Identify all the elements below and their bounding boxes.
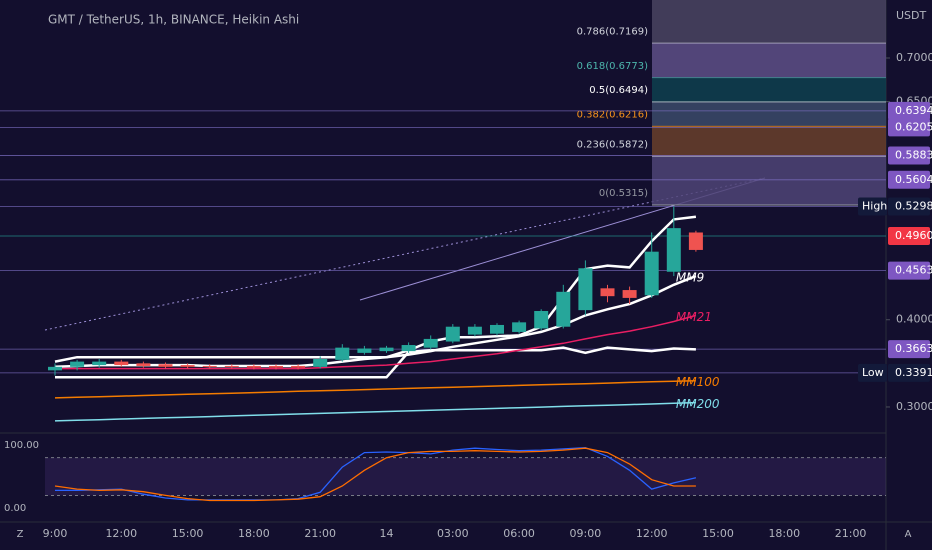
ma-line	[54, 379, 696, 399]
fib-label: 0.382(0.6216)	[577, 109, 649, 120]
candle-body	[92, 361, 107, 366]
price-marker-bg	[858, 363, 887, 382]
y-tick-label: 0.7000	[896, 51, 932, 64]
y-tick-label: 0.3000	[896, 400, 932, 413]
price-tag	[888, 197, 930, 216]
osc-band	[45, 457, 886, 496]
band-line	[55, 346, 696, 379]
price-tag	[888, 261, 930, 280]
price-marker: Low	[862, 366, 884, 379]
fib-label: 0.236(0.5872)	[577, 139, 649, 150]
zoom-button[interactable]: Z	[17, 529, 24, 540]
candle-body	[379, 347, 394, 352]
ma-line	[55, 314, 697, 370]
price-tag	[888, 363, 930, 382]
price-tag	[888, 170, 930, 189]
y-tick-label: 0.4000	[896, 313, 932, 326]
price-tag	[888, 340, 930, 359]
fib-zone	[652, 156, 886, 206]
x-tick-label: 15:00	[172, 527, 204, 540]
price-tag	[888, 101, 930, 120]
price-unit: USDT	[896, 9, 927, 22]
candle-body	[622, 290, 637, 298]
candle-body	[335, 347, 350, 360]
fib-zone	[652, 43, 886, 78]
osc-line	[54, 447, 696, 502]
candle-body	[688, 232, 703, 250]
candle-body	[357, 348, 372, 353]
candle-body	[70, 361, 85, 367]
candle-body	[202, 365, 217, 367]
price-marker: High	[862, 199, 887, 212]
fib-zone	[652, 126, 886, 157]
candle-body	[136, 363, 151, 366]
x-tick-label: 12:00	[105, 527, 137, 540]
price-tag-label: 0.4960	[895, 229, 932, 242]
ma-line	[54, 401, 696, 422]
ma-label: MM100	[676, 375, 720, 389]
candle-body	[224, 365, 239, 367]
candle-body	[534, 311, 549, 329]
price-tag	[888, 226, 930, 245]
x-tick-label: 18:00	[768, 527, 800, 540]
x-tick-label: 15:00	[702, 527, 734, 540]
candle-body	[269, 365, 283, 368]
ma-label: MM200	[676, 397, 720, 411]
price-tag-label: 0.5298	[895, 199, 932, 212]
candle-body	[291, 365, 306, 368]
price-tag-label: 0.6394	[895, 104, 932, 117]
candle-body	[600, 288, 615, 297]
fib-zone	[652, 0, 886, 44]
fib-zone	[652, 102, 886, 127]
price-marker-bg	[858, 197, 887, 216]
candle-body	[423, 338, 438, 348]
price-tag-label: 0.3663	[895, 342, 932, 355]
x-tick-label: 03:00	[437, 527, 469, 540]
fib-label: 0.5(0.6494)	[589, 85, 648, 96]
candle-body	[445, 326, 460, 342]
ma-label: MM21	[676, 310, 712, 324]
candle-body	[666, 228, 681, 272]
x-tick-label: 14	[380, 527, 394, 540]
fib-label: 0(0.5315)	[599, 188, 648, 199]
chart-title: GMT / TetherUS, 1h, BINANCE, Heikin Ashi	[48, 13, 299, 27]
candle-body	[180, 365, 195, 367]
candle-body	[467, 326, 482, 335]
price-tag	[888, 118, 930, 137]
candle-body	[578, 268, 593, 311]
osc-tick-label: 100.00	[4, 440, 39, 451]
candle-body	[313, 358, 328, 367]
price-tag-label: 0.6205	[895, 120, 932, 133]
candle-body	[158, 364, 173, 367]
x-tick-label: 18:00	[238, 527, 270, 540]
price-tag-label: 0.5604	[895, 173, 932, 186]
x-tick-label: 09:00	[570, 527, 602, 540]
x-tick-label: 06:00	[503, 527, 535, 540]
ma-label: MM9	[676, 271, 704, 285]
candle-body	[490, 324, 504, 334]
fib-label: 0.786(0.7169)	[577, 26, 649, 37]
candle-body	[644, 251, 659, 296]
candle-body	[401, 345, 416, 352]
x-tick-label: 21:00	[835, 527, 867, 540]
x-tick-label: 9:00	[43, 527, 68, 540]
candle-body	[48, 366, 62, 371]
x-tick-label: 21:00	[304, 527, 336, 540]
fib-zone	[652, 77, 886, 103]
candle-body	[114, 361, 129, 366]
price-tag-label: 0.3391	[895, 366, 932, 379]
candle-body	[246, 365, 261, 368]
auto-scale-button[interactable]: A	[905, 529, 912, 540]
price-tag-label: 0.5883	[895, 148, 932, 161]
osc-tick-label: 0.00	[4, 503, 26, 514]
x-tick-label: 12:00	[636, 527, 668, 540]
fib-label: 0.618(0.6773)	[577, 61, 649, 72]
price-tag-label: 0.4563	[895, 264, 932, 277]
price-tag	[888, 146, 930, 165]
candle-body	[512, 322, 527, 332]
candle-body	[556, 291, 571, 327]
